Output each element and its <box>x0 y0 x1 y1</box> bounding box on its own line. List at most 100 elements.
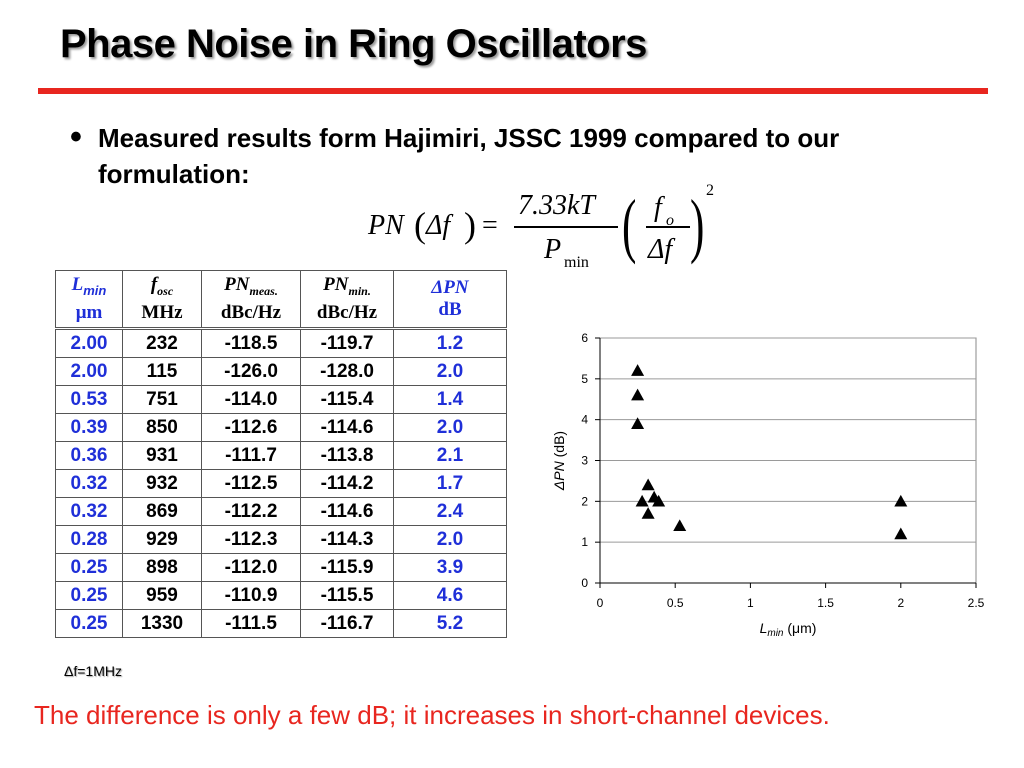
cell-lmin: 0.25 <box>55 553 123 582</box>
table-row: 2.00 232 -118.5 -119.7 1.2 <box>55 327 507 358</box>
cell-fosc: 751 <box>122 385 202 414</box>
cell-pn-min: -119.7 <box>300 327 394 358</box>
delta-pn-vs-lmin-chart: 0 1 2 3 4 5 6 0 0.5 1 1.5 2 2.5 Lmin (μm) ΔPN (dB) <box>551 331 985 639</box>
x-tick-label: 2.5 <box>968 596 985 610</box>
y-tick-label: 5 <box>581 372 588 386</box>
header-fosc: fosc MHz <box>122 270 202 329</box>
header-delta-pn: ΔPN dB <box>393 270 507 329</box>
bullet-text: Measured results form Hajimiri, JSSC 199… <box>98 123 840 189</box>
cell-pn-min: -114.2 <box>300 469 394 498</box>
cell-pn-meas: -112.0 <box>201 553 301 582</box>
x-tick-label: 2 <box>897 596 904 610</box>
data-point-triangle <box>635 494 649 507</box>
cell-lmin: 0.32 <box>55 497 123 526</box>
data-point-triangle <box>673 519 687 532</box>
delta-f-note: Δf=1MHz <box>64 663 122 679</box>
cell-pn-meas: -126.0 <box>201 357 301 386</box>
y-tick-label: 4 <box>581 413 588 427</box>
title-underline <box>38 88 988 94</box>
cell-pn-meas: -114.0 <box>201 385 301 414</box>
cell-lmin: 0.25 <box>55 609 123 638</box>
bullet-marker: • <box>70 118 82 156</box>
formula-inner-f: f <box>654 192 662 223</box>
cell-delta-pn: 4.6 <box>393 581 507 610</box>
cell-delta-pn: 2.0 <box>393 413 507 442</box>
cell-pn-min: -114.6 <box>300 413 394 442</box>
cell-pn-meas: -112.6 <box>201 413 301 442</box>
data-point-triangle <box>641 478 655 491</box>
cell-fosc: 115 <box>122 357 202 386</box>
data-point-triangle <box>894 527 908 540</box>
formula-pn: PN <box>368 210 404 241</box>
table-row: 2.00 115 -126.0 -128.0 2.0 <box>55 357 507 386</box>
cell-lmin: 0.39 <box>55 413 123 442</box>
cell-pn-min: -113.8 <box>300 441 394 470</box>
cell-fosc: 931 <box>122 441 202 470</box>
formula-inner-delta-f: Δf <box>648 234 673 265</box>
formula-inner-sub: o <box>666 212 674 229</box>
cell-fosc: 959 <box>122 581 202 610</box>
cell-delta-pn: 5.2 <box>393 609 507 638</box>
cell-pn-meas: -112.5 <box>201 469 301 498</box>
formula-fraction-bar <box>514 226 618 228</box>
y-tick-label: 1 <box>581 535 588 549</box>
formula-numerator: 7.33kT <box>518 190 595 221</box>
cell-delta-pn: 2.0 <box>393 525 507 554</box>
table-row: 0.32 869 -112.2 -114.6 2.4 <box>55 497 507 526</box>
formula-big-paren-open: ( <box>622 185 637 265</box>
cell-fosc: 929 <box>122 525 202 554</box>
cell-lmin: 2.00 <box>55 357 123 386</box>
formula-inner-bar <box>646 226 690 228</box>
data-point-triangle <box>641 507 655 519</box>
table-row: 0.25 1330 -111.5 -116.7 5.2 <box>55 609 507 638</box>
formula-equals: = <box>482 210 498 241</box>
cell-fosc: 869 <box>122 497 202 526</box>
cell-pn-min: -114.6 <box>300 497 394 526</box>
cell-lmin: 0.28 <box>55 525 123 554</box>
cell-pn-meas: -111.5 <box>201 609 301 638</box>
cell-pn-meas: -110.9 <box>201 581 301 610</box>
formula-big-paren-close: ) <box>690 185 705 265</box>
table-row: 0.39 850 -112.6 -114.6 2.0 <box>55 413 507 442</box>
formula-delta-f: Δf <box>426 210 451 241</box>
x-tick-label: 1.5 <box>817 596 834 610</box>
header-pn-min: PNmin. dBc/Hz <box>300 270 394 329</box>
cell-fosc: 850 <box>122 413 202 442</box>
table-row: 0.25 898 -112.0 -115.9 3.9 <box>55 553 507 582</box>
cell-fosc: 898 <box>122 553 202 582</box>
cell-pn-meas: -111.7 <box>201 441 301 470</box>
cell-fosc: 232 <box>122 327 202 358</box>
cell-lmin: 2.00 <box>55 327 123 358</box>
formula-denominator-sub: min <box>564 254 589 271</box>
x-axis-label: Lmin (μm) <box>760 620 817 639</box>
cell-pn-min: -128.0 <box>300 357 394 386</box>
cell-fosc: 932 <box>122 469 202 498</box>
table-row: 0.36 931 -111.7 -113.8 2.1 <box>55 441 507 470</box>
cell-pn-min: -114.3 <box>300 525 394 554</box>
results-table: Lmin μm fosc MHz PNmeas. dBc/Hz PNmin. dBc/H… <box>55 270 507 638</box>
slide-title: Phase Noise in Ring Oscillators <box>60 22 647 66</box>
table-row: 0.25 959 -110.9 -115.5 4.6 <box>55 581 507 610</box>
formula-paren-open: ( <box>414 205 426 245</box>
cell-delta-pn: 1.7 <box>393 469 507 498</box>
cell-lmin: 0.25 <box>55 581 123 610</box>
y-tick-label: 2 <box>581 494 588 508</box>
header-lmin: Lmin μm <box>55 270 123 329</box>
cell-lmin: 0.36 <box>55 441 123 470</box>
cell-delta-pn: 2.1 <box>393 441 507 470</box>
cell-delta-pn: 1.2 <box>393 327 507 358</box>
data-point-triangle <box>894 494 908 507</box>
formula-denominator-p: P <box>544 234 562 265</box>
phase-noise-formula: PN ( Δf ) = 7.33kT P min ( f o Δf ) 2 <box>368 182 728 292</box>
x-tick-label: 0 <box>597 596 604 610</box>
table-row: 0.28 929 -112.3 -114.3 2.0 <box>55 525 507 554</box>
cell-delta-pn: 2.4 <box>393 497 507 526</box>
cell-pn-min: -116.7 <box>300 609 394 638</box>
cell-pn-meas: -112.2 <box>201 497 301 526</box>
x-tick-label: 1 <box>747 596 754 610</box>
y-tick-label: 0 <box>581 576 588 590</box>
cell-pn-min: -115.9 <box>300 553 394 582</box>
cell-pn-min: -115.4 <box>300 385 394 414</box>
y-tick-label: 3 <box>581 454 588 468</box>
header-pn-meas: PNmeas. dBc/Hz <box>201 270 301 329</box>
